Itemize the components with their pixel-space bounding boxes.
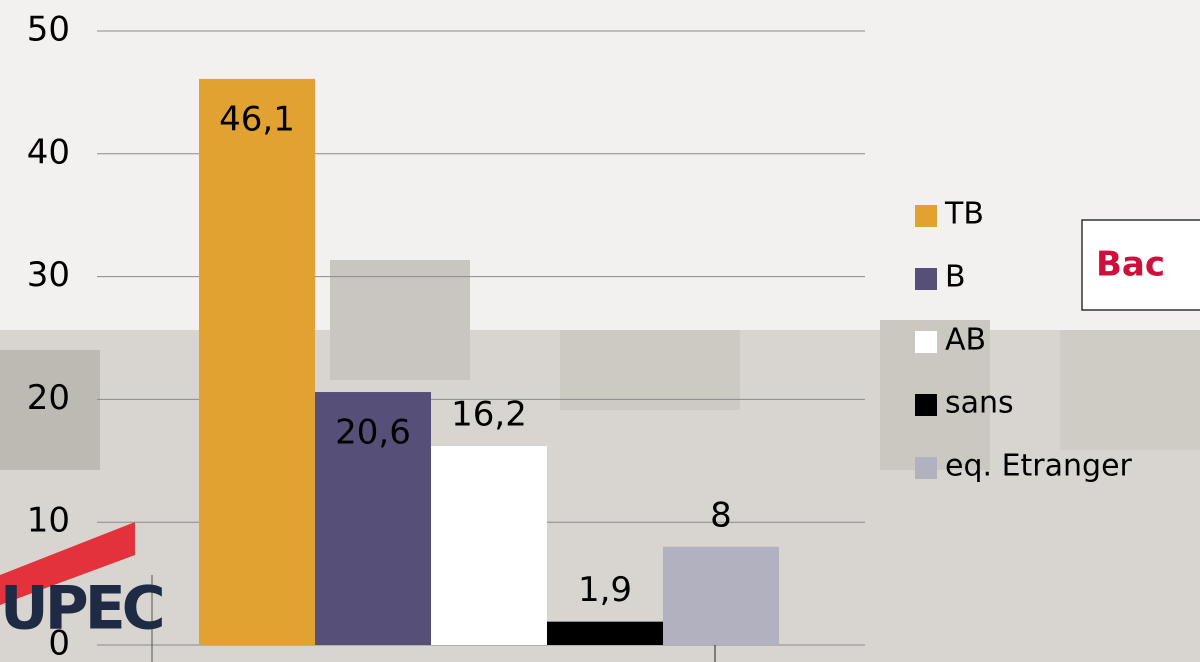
bar [199, 79, 315, 645]
logo-text: UPEC [0, 574, 163, 644]
legend-label: eq. Etranger [945, 449, 1133, 484]
y-tick-label: 30 [27, 255, 70, 295]
legend-label: B [945, 260, 966, 295]
bar [547, 622, 663, 645]
y-tick-label: 20 [27, 378, 70, 418]
legend-label: sans [945, 386, 1014, 421]
legend-swatch [915, 394, 937, 416]
y-tick-label: 40 [27, 132, 70, 172]
legend-swatch [915, 205, 937, 227]
value-label: 20,6 [335, 413, 411, 453]
y-tick-label: 10 [27, 501, 70, 541]
value-label: 16,2 [451, 395, 527, 435]
bar [431, 446, 547, 645]
legend-swatch [915, 457, 937, 479]
legend-label: AB [945, 323, 986, 358]
legend-swatch [915, 331, 937, 353]
bar [663, 547, 779, 645]
value-label: 8 [710, 495, 732, 535]
value-label: 1,9 [578, 570, 632, 610]
legend-label: TB [944, 197, 984, 232]
annotation: Bac [1096, 245, 1165, 285]
y-tick-label: 50 [27, 10, 70, 50]
legend-swatch [915, 268, 937, 290]
chart: 0102030405046,120,616,21,98TBBABsanseq. … [0, 0, 1200, 662]
value-label: 46,1 [219, 99, 295, 139]
